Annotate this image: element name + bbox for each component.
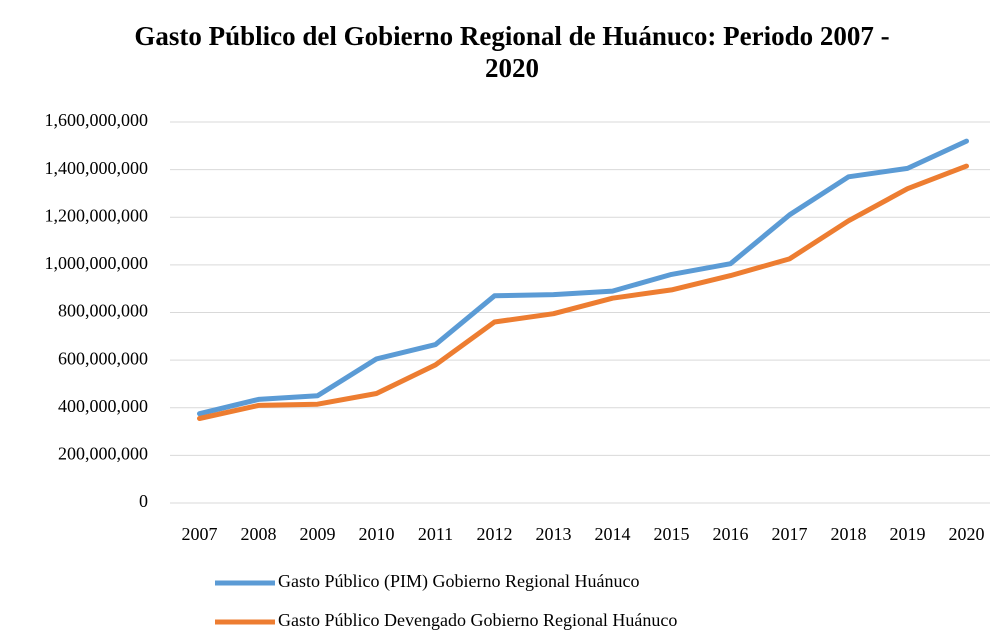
y-tick-label: 400,000,000: [58, 396, 148, 416]
x-tick-label: 2011: [418, 524, 453, 544]
x-tick-label: 2018: [831, 524, 867, 544]
y-tick-label: 1,000,000,000: [45, 253, 149, 273]
y-tick-label: 1,400,000,000: [45, 158, 149, 178]
y-tick-label: 600,000,000: [58, 348, 148, 368]
x-tick-label: 2016: [713, 524, 749, 544]
x-tick-label: 2007: [182, 524, 218, 544]
x-tick-label: 2019: [890, 524, 926, 544]
x-tick-label: 2008: [241, 524, 277, 544]
y-tick-label: 200,000,000: [58, 444, 148, 464]
series-line: [197, 138, 969, 417]
legend-label: Gasto Público Devengado Gobierno Regiona…: [278, 610, 677, 630]
x-tick-label: 2017: [772, 524, 808, 544]
y-tick-label: 0: [139, 491, 148, 511]
y-tick-label: 1,200,000,000: [45, 205, 149, 225]
x-tick-label: 2015: [654, 524, 690, 544]
chart-title: Gasto Público del Gobierno Regional de H…: [134, 21, 890, 83]
y-tick-label: 800,000,000: [58, 301, 148, 321]
y-tick-label: 1,600,000,000: [45, 110, 149, 130]
x-tick-label: 2020: [949, 524, 985, 544]
x-tick-label: 2010: [359, 524, 395, 544]
x-tick-label: 2013: [536, 524, 572, 544]
x-tick-label: 2012: [477, 524, 513, 544]
series-line: [197, 163, 969, 421]
legend-label: Gasto Público (PIM) Gobierno Regional Hu…: [278, 571, 639, 592]
x-tick-label: 2009: [300, 524, 336, 544]
x-tick-label: 2014: [595, 524, 631, 544]
